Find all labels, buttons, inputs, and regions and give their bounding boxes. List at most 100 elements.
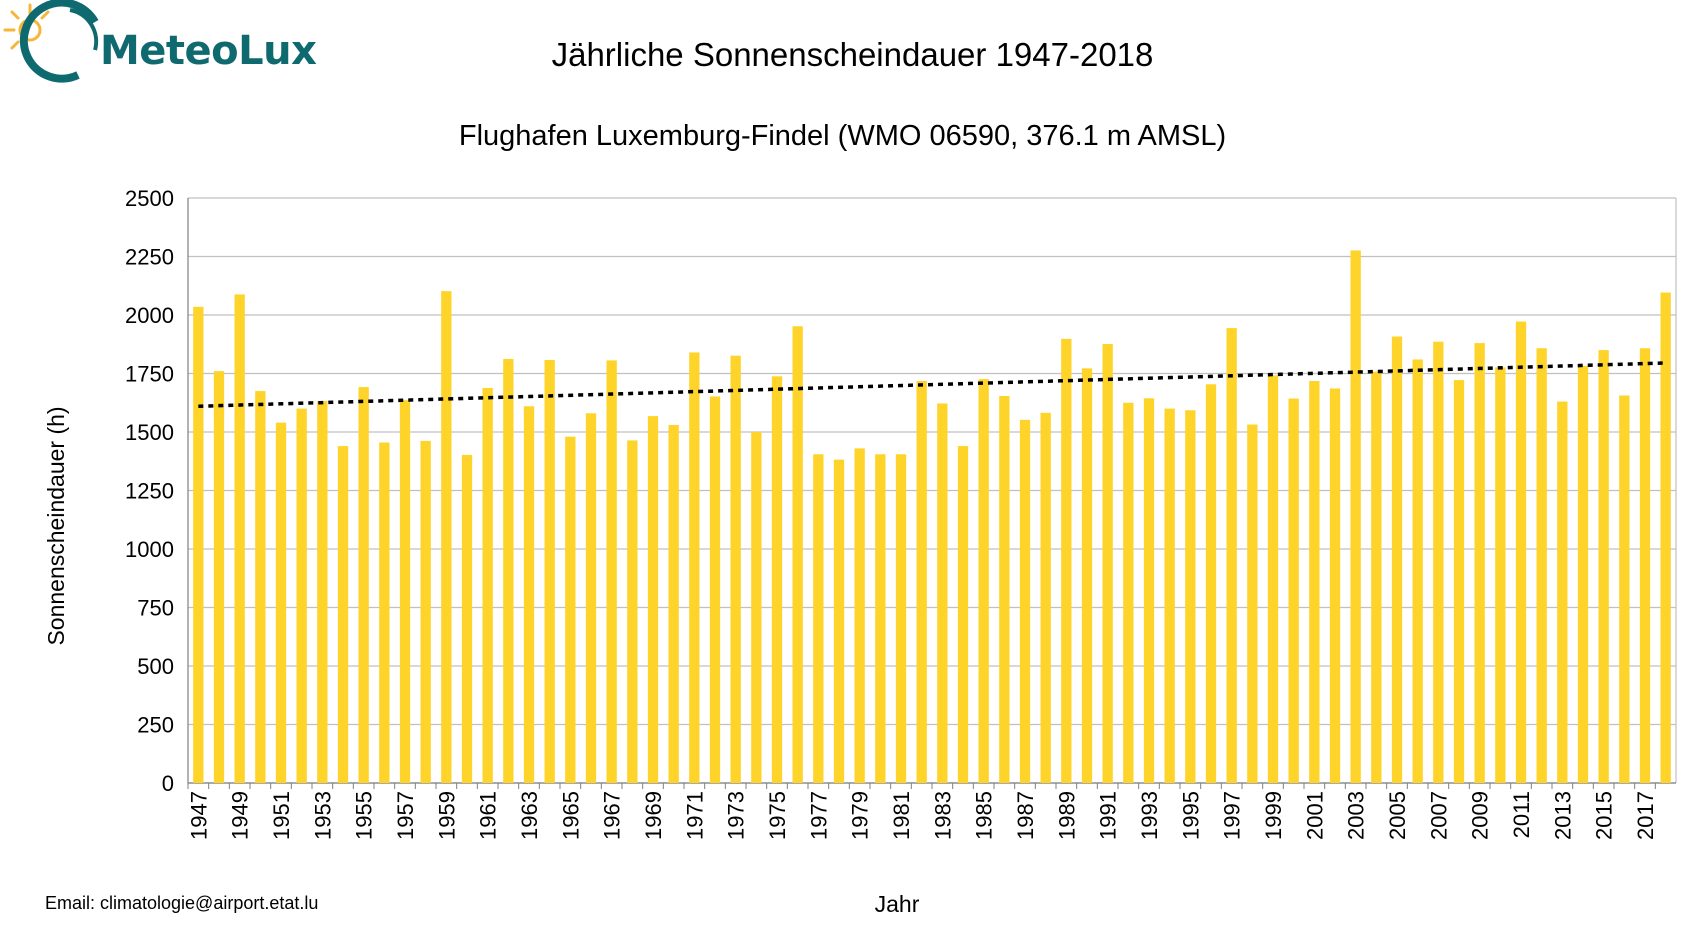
x-tick-label: 1995	[1178, 791, 1203, 840]
x-tick-label: 1949	[228, 791, 253, 840]
bar	[1102, 344, 1113, 783]
y-tick-label: 2500	[125, 186, 174, 211]
bar	[1453, 380, 1465, 783]
bar	[875, 454, 886, 783]
x-tick-label: 1965	[558, 791, 583, 840]
y-tick-label: 0	[162, 771, 174, 796]
x-tick-label: 1977	[806, 791, 831, 840]
bar	[1226, 328, 1237, 783]
x-tick-label: 1953	[310, 791, 335, 840]
x-tick-label: 1999	[1261, 791, 1286, 840]
chart-title: Jährliche Sonnenscheindauer 1947-2018	[551, 36, 1154, 73]
bar	[503, 358, 514, 783]
y-tick-label: 2250	[125, 245, 174, 270]
bar	[895, 454, 907, 783]
x-tick-label: 1957	[393, 791, 418, 840]
bar	[792, 326, 803, 783]
bar	[1329, 388, 1341, 783]
x-tick-label: 2017	[1633, 791, 1658, 840]
x-tick-label: 2015	[1592, 791, 1617, 840]
x-tick-label: 1967	[600, 791, 625, 840]
bar	[1019, 419, 1031, 783]
y-tick-label: 1500	[125, 420, 174, 445]
bar	[523, 406, 535, 783]
bar	[1474, 343, 1485, 783]
x-tick-label: 2003	[1344, 791, 1369, 840]
x-tick-label: 1997	[1220, 791, 1245, 840]
x-tick-label: 1971	[682, 791, 707, 840]
bar	[709, 396, 721, 783]
chart-subtitle: Flughafen Luxemburg-Findel (WMO 06590, 3…	[458, 120, 1227, 152]
x-tick-label: 1987	[1013, 791, 1038, 840]
bar	[751, 432, 762, 783]
bar	[1371, 371, 1382, 783]
y-tick-labels: 0 250 500 750 1000 1250 1500 1750 2000 2250 2500	[125, 186, 174, 796]
y-tick-label: 250	[137, 713, 174, 738]
bar	[730, 355, 741, 783]
x-tick-label: 1989	[1054, 791, 1079, 840]
bar	[399, 400, 411, 783]
x-tick-label: 1947	[186, 791, 211, 840]
bar	[668, 424, 679, 783]
x-tick-label: 2005	[1385, 791, 1410, 840]
bars	[193, 250, 1671, 783]
bar	[1205, 384, 1217, 783]
bar	[275, 422, 287, 783]
x-tick-label: 1969	[641, 791, 666, 840]
bar	[1577, 366, 1589, 783]
bar	[482, 388, 493, 783]
contact-email: Email: climatologie@airport.etat.lu	[45, 893, 319, 913]
y-tick-label: 750	[137, 596, 174, 621]
bar	[1433, 341, 1444, 783]
bar	[1660, 292, 1671, 783]
bar	[1495, 367, 1506, 783]
x-tick-label: 1959	[434, 791, 459, 840]
x-tick-label: 1981	[889, 791, 914, 840]
grid-lines	[187, 197, 1677, 789]
bar	[689, 352, 700, 783]
bar	[1247, 424, 1258, 783]
y-tick-label: 1250	[125, 479, 174, 504]
y-axis-title: Sonnenscheindauer (h)	[43, 406, 69, 645]
bar	[1309, 380, 1320, 783]
bar	[813, 454, 824, 783]
x-tick-label: 1991	[1096, 791, 1121, 840]
bar	[957, 446, 969, 783]
x-tick-label: 1963	[517, 791, 542, 840]
bar	[1040, 412, 1051, 783]
bar	[213, 371, 225, 783]
x-tick-label: 1973	[724, 791, 749, 840]
bar	[999, 395, 1010, 783]
x-tick-label: 2013	[1550, 791, 1575, 840]
bar	[1515, 321, 1527, 783]
x-tick-label: 1975	[765, 791, 790, 840]
bar	[1412, 359, 1423, 783]
x-tick-label: 1951	[269, 791, 294, 840]
x-axis-title: Jahr	[875, 891, 920, 917]
bar	[1598, 350, 1609, 783]
bar	[358, 387, 369, 783]
bar	[978, 379, 989, 783]
bar	[627, 440, 638, 783]
bar	[193, 306, 204, 783]
bar	[565, 436, 576, 783]
bar	[1123, 402, 1134, 783]
bar	[1557, 401, 1568, 783]
x-tick-label: 2011	[1509, 791, 1534, 838]
bar	[833, 459, 845, 783]
bar	[606, 360, 617, 783]
bar	[1143, 398, 1155, 783]
bar	[854, 448, 865, 783]
bar	[379, 442, 390, 783]
trend-line	[198, 361, 1666, 409]
bar	[544, 359, 555, 783]
x-tick-label: 1979	[848, 791, 873, 840]
y-tick-label: 1750	[125, 362, 174, 387]
x-tick-label: 2001	[1302, 791, 1327, 840]
y-tick-label: 500	[137, 654, 174, 679]
bar	[1619, 395, 1630, 783]
bar	[317, 401, 328, 783]
y-tick-label: 2000	[125, 303, 174, 328]
bar	[1267, 375, 1279, 783]
y-tick-label: 1000	[125, 537, 174, 562]
